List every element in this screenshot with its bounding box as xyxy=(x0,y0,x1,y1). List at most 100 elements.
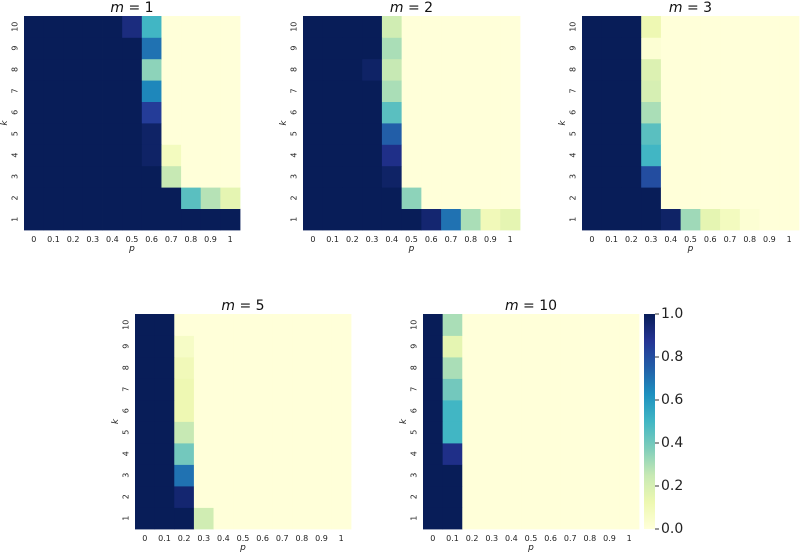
x-tick-label: 0.4 xyxy=(106,235,119,244)
heatmap-cell xyxy=(43,123,64,145)
heatmap-cell xyxy=(500,37,521,60)
heatmap-cell xyxy=(82,123,103,145)
heatmap-cell xyxy=(181,80,202,102)
heatmap-cell xyxy=(213,421,234,444)
heatmap-cell xyxy=(462,464,483,487)
heatmap-cell xyxy=(442,400,463,422)
heatmap-cell xyxy=(501,464,522,487)
heatmap-cell xyxy=(43,208,64,231)
heatmap-cell xyxy=(540,486,561,508)
heatmap-cell xyxy=(660,58,682,81)
heatmap-cell xyxy=(442,464,463,487)
heatmap-cell xyxy=(82,101,103,124)
y-tick-label: 9 xyxy=(569,46,578,51)
heatmap-cell xyxy=(421,80,442,102)
heatmap-cell xyxy=(423,357,444,379)
heatmap-cell xyxy=(560,314,581,336)
heatmap-cell xyxy=(442,486,463,508)
heatmap-cell xyxy=(193,443,214,465)
heatmap-cell xyxy=(135,357,156,379)
heatmap-cell xyxy=(421,16,442,38)
heatmap-cell xyxy=(441,165,462,188)
heatmap-cell xyxy=(252,400,273,422)
x-tick-label: 0.5 xyxy=(684,235,697,244)
heatmap-cell xyxy=(441,58,462,81)
heatmap-cell xyxy=(779,208,800,231)
heatmap-cell xyxy=(599,464,620,487)
heatmap-cell xyxy=(122,187,143,209)
y-tick-label: 3 xyxy=(290,174,299,179)
heatmap-cell xyxy=(401,187,422,209)
heatmap-cell xyxy=(700,144,721,167)
y-tick-label: 4 xyxy=(122,451,131,456)
x-tick-label: 0.6 xyxy=(425,235,438,244)
heatmap-cell xyxy=(619,378,640,401)
heatmap-cell xyxy=(381,37,403,60)
heatmap-cell xyxy=(252,357,273,379)
heatmap-cell xyxy=(193,486,214,508)
x-tick-label: 0.5 xyxy=(405,235,418,244)
heatmap-cell xyxy=(200,37,221,60)
heatmap-cell xyxy=(441,208,462,231)
title-variable: m xyxy=(221,298,235,314)
heatmap-cell xyxy=(599,507,620,530)
heatmap-cell xyxy=(303,187,324,209)
y-tick-label: 6 xyxy=(569,110,578,115)
heatmap-cell xyxy=(601,101,622,124)
heatmap-cell xyxy=(252,335,273,358)
x-tick-label: 1 xyxy=(787,235,792,244)
heatmap-cell xyxy=(200,16,221,38)
heatmap-cell xyxy=(423,314,444,336)
heatmap-cell xyxy=(122,80,143,102)
heatmap-cell xyxy=(442,507,463,530)
heatmap-cell xyxy=(213,314,234,336)
heatmap-cell xyxy=(174,507,195,530)
heatmap-cell xyxy=(233,443,254,465)
x-axis-label: p xyxy=(128,244,135,254)
heatmap-cell xyxy=(739,165,760,188)
y-tick-label: 6 xyxy=(11,110,20,115)
heatmap-cell xyxy=(462,378,483,401)
x-tick-label: 0.8 xyxy=(584,534,597,543)
heatmap-cell xyxy=(381,101,403,124)
x-tick-label: 0.7 xyxy=(276,534,289,543)
y-tick-label: 3 xyxy=(410,473,419,478)
heatmap-cell xyxy=(381,144,403,167)
y-tick-label: 4 xyxy=(11,153,20,158)
x-tick-label: 0.1 xyxy=(605,235,618,244)
heatmap-cell xyxy=(174,357,195,379)
heatmap-panel: m = 5 0 0.1 0.2 0.3 0.4 0.5 0.6 0.7 0.8 0.9 1 p 1 2 3 4 5… xyxy=(111,298,352,553)
heatmap-cell xyxy=(759,208,780,231)
heatmap-cell xyxy=(460,208,481,231)
heatmap-cell xyxy=(342,58,363,81)
x-tick-label: 0.3 xyxy=(485,534,498,543)
heatmap-cell xyxy=(272,378,293,401)
heatmap-cell xyxy=(311,400,332,422)
heatmap-cell xyxy=(580,378,601,401)
heatmap-cell xyxy=(193,335,214,358)
title-operator: = xyxy=(235,298,256,314)
heatmap-cell xyxy=(181,123,202,145)
heatmap-cell xyxy=(252,314,273,336)
heatmap-cell xyxy=(582,101,603,124)
heatmap-cell xyxy=(462,314,483,336)
heatmap-cell xyxy=(560,357,581,379)
heatmap-cell xyxy=(500,144,521,167)
heatmap-cell xyxy=(540,443,561,465)
heatmap-cell xyxy=(540,378,561,401)
title-operator: = xyxy=(404,0,425,16)
heatmap-cell xyxy=(122,208,143,231)
colorbar-tick-label: 0.2 xyxy=(661,478,683,494)
heatmap-cell xyxy=(272,400,293,422)
heatmap-cell xyxy=(500,165,521,188)
heatmap-cell xyxy=(82,80,103,102)
y-tick-label: 6 xyxy=(122,408,131,413)
x-tick-label: 1 xyxy=(228,235,233,244)
heatmap-cell xyxy=(181,165,202,188)
heatmap-cell xyxy=(481,335,502,358)
heatmap-cell xyxy=(331,421,352,444)
heatmap-cell xyxy=(161,123,182,145)
heatmap-cell xyxy=(560,486,581,508)
heatmap-cell xyxy=(174,335,195,358)
heatmap-cell xyxy=(500,58,521,81)
